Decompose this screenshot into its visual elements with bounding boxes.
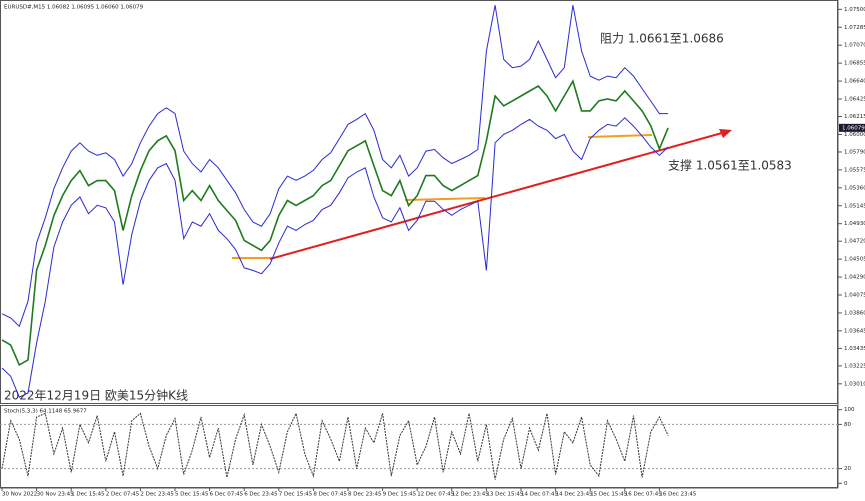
y-tick-label: 1.03010 <box>844 381 865 387</box>
y-tick-label: 1.07070 <box>844 43 865 49</box>
series-line <box>1 5 669 328</box>
x-tick-label: 7 Dec 15:45 <box>279 492 313 498</box>
x-tick-label: 14 Dec 23:45 <box>556 492 593 498</box>
y-tick-label: 1.06425 <box>844 96 865 102</box>
series-line <box>1 117 669 398</box>
x-tick-label: 6 Dec 07:45 <box>210 492 244 498</box>
x-tick-label: 9 Dec 15:45 <box>383 492 417 498</box>
trend-arrow <box>719 129 732 138</box>
y-tick-label: 1.07285 <box>844 25 865 31</box>
x-tick-label: 16 Dec 07:45 <box>625 492 662 498</box>
subtitle: 2022年12月19日 欧美15分钟K线 <box>4 388 188 403</box>
y-tick-label: 1.03435 <box>844 346 865 352</box>
y-tick-label: 80 <box>844 422 851 428</box>
y-tick-label: 1.05575 <box>844 167 865 173</box>
x-tick-label: 6 Dec 23:45 <box>244 492 278 498</box>
stoch-title: Stoch(5,3,3) 64.1148 65.9677 <box>4 409 87 415</box>
y-tick-label: 1.06215 <box>844 114 865 120</box>
x-tick-label: 12 Dec 07:45 <box>417 492 454 498</box>
x-tick-label: 13 Dec 15:45 <box>486 492 523 498</box>
y-tick-label: 1.04075 <box>844 292 865 298</box>
x-tick-label: 12 Dec 23:45 <box>452 492 489 498</box>
y-tick-label: 1.06855 <box>844 61 865 67</box>
y-tick-label: 1.03645 <box>844 328 865 334</box>
y-tick-label: 1.04930 <box>844 221 865 227</box>
x-tick-label: 16 Dec 23:45 <box>659 492 696 498</box>
y-tick-label: 1.06640 <box>844 79 865 85</box>
support-line <box>404 197 486 201</box>
x-tick-label: 14 Dec 07:45 <box>521 492 558 498</box>
series-line <box>1 411 669 480</box>
y-tick-label: 1.05145 <box>844 203 865 209</box>
y-tick-label: 1.03860 <box>844 310 865 316</box>
x-tick-label: 30 Nov 23:45 <box>37 492 75 498</box>
y-tick-label: 1.07500 <box>844 7 865 13</box>
y-tick-label: 20 <box>844 466 851 472</box>
price-tag-label: 1.06079 <box>842 125 865 131</box>
series-line <box>1 79 669 367</box>
x-tick-label: 30 Nov 2022 <box>2 492 37 498</box>
stoch-panel <box>0 405 838 488</box>
chart-title: EURUSD#,M15 1.06082 1.06095 1.06060 1.06… <box>4 5 144 11</box>
y-tick-label: 1.05790 <box>844 149 865 155</box>
x-tick-label: 2 Dec 07:45 <box>106 492 140 498</box>
y-tick-label: 1.04720 <box>844 239 865 245</box>
x-tick-label: 8 Dec 23:45 <box>348 492 382 498</box>
y-tick-label: 1.04505 <box>844 257 865 263</box>
y-tick-label: 1.06000 <box>844 132 865 138</box>
trend-line <box>269 132 723 260</box>
main-panel <box>0 0 838 404</box>
support-label: 支撑 1.0561至1.0583 <box>668 158 792 173</box>
y-tick-label: 1.04290 <box>844 275 865 281</box>
x-tick-label: 15 Dec 15:45 <box>590 492 627 498</box>
x-tick-label: 8 Dec 07:45 <box>313 492 347 498</box>
resistance-label: 阻力 1.0661至1.0686 <box>600 32 724 46</box>
y-tick-label: 100 <box>844 407 855 413</box>
x-tick-label: 1 Dec 15:45 <box>71 492 105 498</box>
price-tag <box>839 123 865 132</box>
y-tick-label: 1.03225 <box>844 363 865 369</box>
x-tick-label: 2 Dec 23:45 <box>140 492 174 498</box>
y-tick-label: 0 <box>844 481 848 487</box>
y-tick-label: 1.05360 <box>844 185 865 191</box>
x-tick-label: 5 Dec 15:45 <box>175 492 209 498</box>
